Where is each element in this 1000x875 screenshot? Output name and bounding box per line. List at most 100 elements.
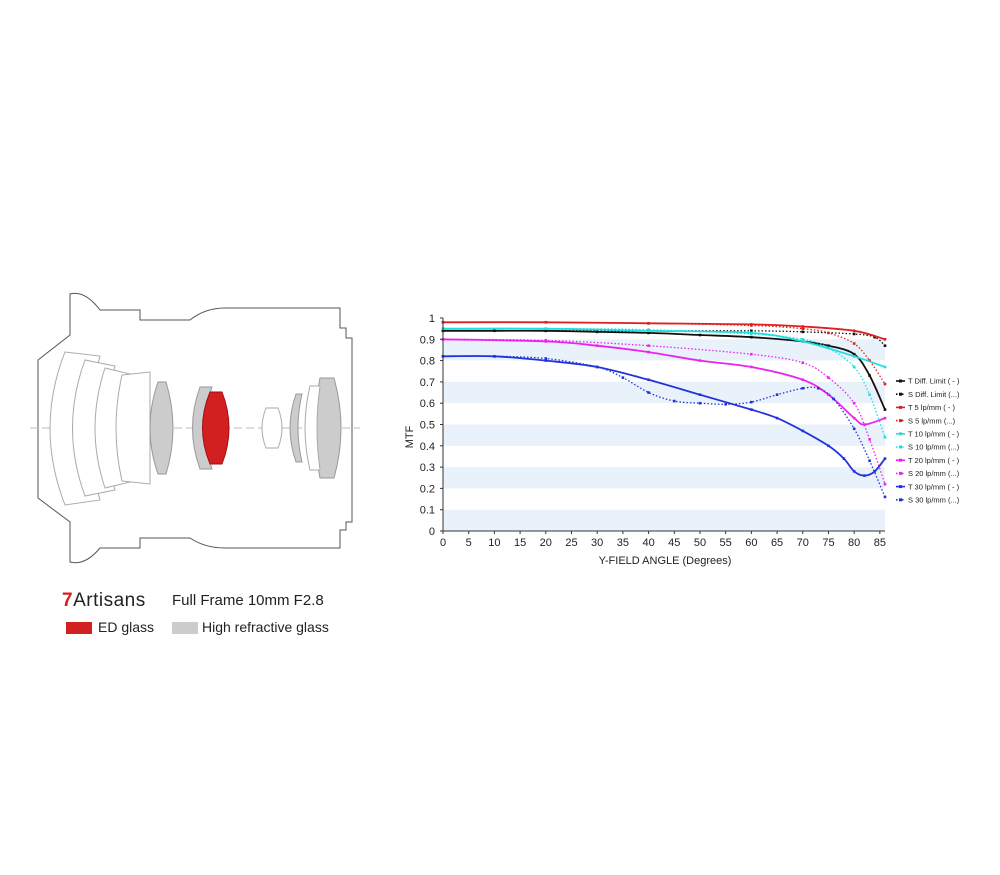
legend-label: T 20 lp/mm ( - ) bbox=[908, 456, 960, 465]
series-point bbox=[883, 416, 887, 420]
lens-optical-diagram bbox=[30, 292, 360, 564]
series-point bbox=[647, 328, 650, 332]
ed-glass-swatch bbox=[66, 622, 92, 634]
grid-band bbox=[443, 339, 885, 361]
series-point bbox=[883, 408, 887, 411]
series-point bbox=[698, 333, 702, 337]
legend-entry: S Diff. Limit (...) bbox=[896, 390, 960, 399]
series-point bbox=[852, 427, 856, 431]
legend-marker bbox=[899, 379, 902, 383]
series-point bbox=[801, 330, 805, 334]
series-point bbox=[493, 355, 496, 358]
series-point bbox=[750, 332, 753, 336]
grid-band bbox=[443, 381, 885, 404]
x-tick-label: 40 bbox=[642, 537, 654, 549]
series-point bbox=[647, 350, 650, 354]
legend-entry: S 30 lp/mm (...) bbox=[896, 496, 960, 505]
rear-element bbox=[304, 385, 321, 471]
legend-marker bbox=[899, 392, 902, 396]
series-point bbox=[544, 359, 548, 362]
legend-entry: S 10 lp/mm (...) bbox=[896, 443, 960, 452]
legend-entry: T 5 lp/mm ( - ) bbox=[896, 403, 955, 412]
legend-entry: S 20 lp/mm (...) bbox=[896, 469, 960, 478]
x-tick-label: 60 bbox=[745, 537, 757, 549]
legend-label: S Diff. Limit (...) bbox=[908, 390, 960, 399]
series-line bbox=[442, 327, 886, 438]
small-element bbox=[261, 407, 283, 449]
x-tick-label: 20 bbox=[540, 537, 552, 549]
brand-logo: 7Artisans bbox=[62, 590, 146, 612]
series-point bbox=[852, 332, 856, 336]
legend-entry: T 30 lp/mm ( - ) bbox=[896, 482, 960, 491]
y-tick-label: 0.5 bbox=[420, 420, 435, 432]
series-line bbox=[442, 327, 886, 368]
grid-band bbox=[443, 424, 885, 446]
series-point bbox=[698, 401, 702, 405]
high-refractive-glass-label: High refractive glass bbox=[202, 619, 329, 635]
x-tick-label: 15 bbox=[514, 537, 526, 549]
series-point bbox=[801, 340, 805, 343]
grid-band bbox=[443, 509, 885, 531]
series-point bbox=[647, 391, 650, 394]
series-point bbox=[775, 393, 779, 396]
series-point bbox=[883, 495, 887, 499]
x-tick-label: 55 bbox=[720, 537, 732, 549]
high-refractive-element-1 bbox=[149, 381, 174, 475]
legend-marker bbox=[899, 498, 902, 502]
series-point bbox=[595, 330, 599, 334]
grid-band bbox=[443, 467, 885, 489]
legend-marker bbox=[899, 471, 902, 475]
series-point bbox=[621, 376, 625, 379]
series-point bbox=[801, 429, 805, 433]
series-point bbox=[873, 335, 877, 339]
series-line bbox=[442, 338, 886, 426]
legend-label: S 20 lp/mm (...) bbox=[908, 469, 960, 478]
series-point bbox=[852, 352, 856, 356]
series-point bbox=[827, 331, 830, 335]
x-tick-label: 65 bbox=[771, 537, 783, 549]
series-point bbox=[544, 320, 548, 324]
x-tick-label: 75 bbox=[822, 537, 834, 549]
y-tick-label: 0.8 bbox=[420, 356, 435, 368]
series-point bbox=[544, 329, 548, 333]
series-point bbox=[873, 470, 877, 473]
y-tick-label: 0.9 bbox=[420, 334, 435, 346]
series-line bbox=[442, 321, 886, 341]
lens-barrel-outline bbox=[37, 292, 353, 564]
series-point bbox=[883, 365, 887, 369]
series-point bbox=[827, 346, 830, 350]
legend-marker bbox=[899, 405, 902, 409]
legend-marker bbox=[899, 458, 902, 462]
x-tick-label: 5 bbox=[466, 537, 472, 549]
series-point bbox=[868, 459, 871, 463]
series-point bbox=[750, 365, 753, 369]
series-point bbox=[868, 374, 871, 377]
series-point bbox=[544, 339, 548, 342]
legend-entry: S 5 lp/mm (...) bbox=[896, 416, 956, 425]
series-point bbox=[750, 352, 753, 356]
ed-glass-element bbox=[202, 391, 230, 465]
x-tick-label: 10 bbox=[488, 537, 500, 549]
model-label: Full Frame 10mm F2.8 bbox=[172, 592, 324, 609]
legend-label: S 30 lp/mm (...) bbox=[908, 496, 960, 505]
legend-label: T 30 lp/mm ( - ) bbox=[908, 482, 960, 491]
series-point bbox=[750, 329, 753, 333]
series-point bbox=[801, 325, 805, 328]
series-point bbox=[647, 331, 650, 335]
x-tick-label: 45 bbox=[668, 537, 680, 549]
doublet-element bbox=[115, 371, 151, 485]
legend-marker bbox=[899, 445, 902, 449]
y-tick-label: 0 bbox=[429, 526, 435, 538]
legend-entry: T 10 lp/mm ( - ) bbox=[896, 430, 960, 439]
y-tick-label: 0.2 bbox=[420, 483, 435, 495]
rear-high-refractive-element-1 bbox=[289, 393, 303, 463]
series-point bbox=[750, 324, 753, 327]
series-point bbox=[852, 342, 856, 345]
y-tick-label: 0.6 bbox=[420, 398, 435, 410]
series-point bbox=[595, 365, 599, 369]
x-tick-label: 30 bbox=[591, 537, 603, 549]
series-point bbox=[868, 393, 871, 396]
series-point bbox=[672, 399, 676, 403]
legend-marker bbox=[899, 419, 902, 423]
x-tick-label: 50 bbox=[694, 537, 706, 549]
